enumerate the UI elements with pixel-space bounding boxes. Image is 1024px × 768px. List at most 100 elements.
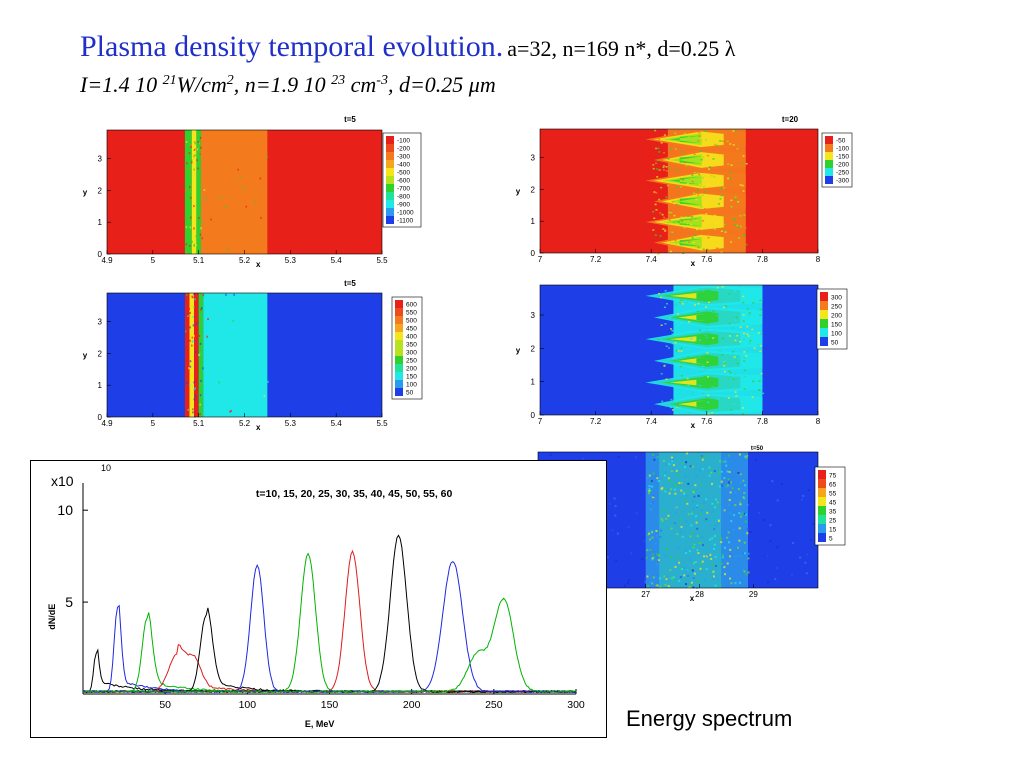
x-tick-label: 5.4 [331, 256, 343, 265]
density-speck [769, 524, 772, 527]
density-speck [715, 316, 718, 318]
density-speck [705, 213, 708, 215]
density-speck [687, 384, 690, 387]
density-speck [188, 152, 191, 155]
density-speck [704, 204, 707, 206]
density-speck [656, 553, 659, 556]
density-speck [737, 488, 740, 491]
density-speck [655, 162, 658, 165]
density-speck [689, 465, 692, 468]
density-speck [705, 568, 708, 571]
density-speck [641, 557, 644, 560]
density-speck [699, 207, 702, 210]
density-speck [671, 460, 674, 463]
density-speck [659, 235, 662, 237]
density-speck [671, 231, 674, 234]
density-speck [667, 514, 670, 517]
density-speck [651, 485, 654, 488]
density-speck [742, 314, 745, 316]
legend-swatch [395, 356, 403, 364]
density-speck [674, 485, 677, 488]
density-speck [677, 325, 680, 328]
density-speck [724, 362, 727, 364]
density-speck [719, 378, 722, 380]
x-tick-label: 5.5 [376, 419, 388, 428]
legend-swatch [825, 152, 833, 160]
density-speck [205, 197, 207, 200]
density-speck [712, 570, 715, 573]
legend-swatch [386, 168, 394, 176]
density-speck [692, 342, 695, 345]
density-speck [715, 247, 718, 250]
density-speck [655, 563, 658, 566]
density-speck [675, 511, 678, 514]
color-legend: -100-200-300-400-500-600-700-800-900-100… [382, 132, 422, 228]
density-speck [759, 314, 762, 317]
density-speck [714, 584, 717, 587]
density-speck [682, 462, 685, 465]
density-speck [683, 492, 686, 495]
density-speck [657, 252, 660, 255]
y-tick-label: 0 [531, 411, 536, 420]
density-speck [729, 491, 732, 494]
density-speck [185, 243, 188, 246]
density-speck [198, 334, 201, 337]
density-speck [739, 503, 742, 506]
density-speck [683, 498, 686, 501]
legend-swatch [820, 310, 828, 319]
legend-swatch [820, 292, 828, 301]
density-speck [712, 575, 715, 578]
density-speck [695, 198, 698, 201]
legend-label: 550 [406, 310, 417, 317]
density-speck [681, 151, 684, 153]
density-speck [676, 186, 679, 189]
spectrum-annotation: t=10, 15, 20, 25, 30, 35, 40, 45, 50, 55… [256, 488, 453, 500]
density-speck [195, 147, 197, 150]
density-speck [739, 481, 742, 484]
x-tick-label: 4.9 [101, 256, 113, 265]
x-tick-label: 29 [749, 590, 758, 599]
density-speck [725, 485, 728, 488]
density-slab-core [659, 452, 722, 588]
x-axis-label: x [256, 260, 261, 269]
density-speck [713, 176, 716, 178]
density-speck [229, 410, 231, 413]
x-tick-label: 5 [151, 419, 156, 428]
density-speck [725, 181, 728, 183]
x-axis-label: x [691, 421, 696, 430]
heatmap-title: t=50 [751, 446, 764, 452]
density-speck [206, 335, 208, 338]
density-speck [671, 459, 674, 462]
x-tick-label: 5.3 [285, 419, 297, 428]
density-speck [658, 151, 661, 153]
density-speck [698, 384, 701, 387]
density-speck [710, 557, 713, 560]
density-speck [728, 503, 731, 506]
density-speck [655, 584, 658, 587]
density-speck [194, 345, 197, 348]
density-speck [691, 569, 694, 572]
x-tick-label: 28 [695, 590, 704, 599]
legend-swatch [818, 524, 826, 533]
density-speck [670, 470, 673, 473]
density-speck [698, 173, 701, 176]
density-speck [665, 345, 668, 347]
density-speck [721, 460, 724, 463]
density-speck [676, 562, 679, 565]
density-speck [775, 566, 778, 569]
density-speck [738, 512, 741, 515]
density-speck [200, 308, 202, 311]
density-speck [706, 248, 709, 251]
density-speck [760, 333, 763, 335]
density-speck [630, 552, 633, 555]
density-speck [644, 580, 647, 583]
density-speck [199, 233, 202, 236]
density-speck [743, 388, 746, 390]
density-speck [674, 566, 677, 569]
legend-label: -1000 [397, 210, 414, 217]
density-speck [663, 365, 666, 367]
density-speck [651, 557, 654, 560]
density-speck [611, 529, 614, 532]
density-speck [663, 151, 666, 154]
